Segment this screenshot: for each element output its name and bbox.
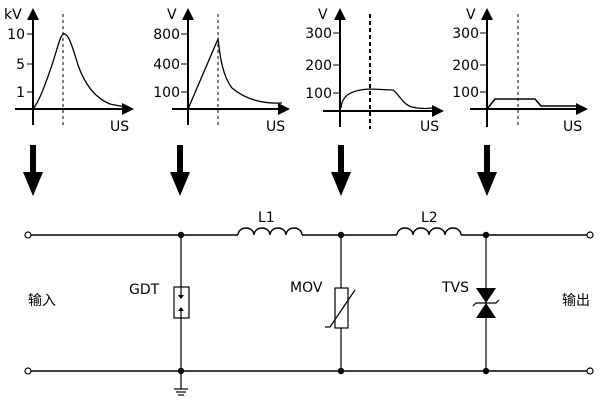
tick-label: 5 xyxy=(16,57,25,73)
waveform-curve xyxy=(486,98,578,110)
output-terminal xyxy=(586,231,594,239)
y-axis-label: V xyxy=(167,7,177,23)
down-arrow-icon xyxy=(23,145,43,196)
waveform-curve xyxy=(340,88,437,110)
tick-label: 300 xyxy=(305,26,332,42)
waveform-chart-input: kV 10 5 1 US xyxy=(4,7,134,135)
down-arrow-icon xyxy=(170,145,190,196)
protection-circuit xyxy=(24,227,594,396)
gdt-label: GDT xyxy=(129,282,160,298)
waveform-chart-after-gdt: V 800 400 100 US xyxy=(153,7,290,135)
x-axis-label: US xyxy=(266,119,285,135)
input-terminal xyxy=(24,367,32,375)
y-axis-label: kV xyxy=(4,7,22,23)
waveform-chart-after-mov: V 300 200 100 US xyxy=(305,7,444,135)
tick-label: 100 xyxy=(305,86,332,102)
y-axis-label: V xyxy=(466,7,476,23)
inductor-l2 xyxy=(396,227,462,236)
x-axis-label: US xyxy=(420,119,439,135)
input-terminal xyxy=(24,231,32,239)
junction-dots xyxy=(177,231,490,375)
tick-label: 200 xyxy=(452,58,479,74)
tvs-label: TVS xyxy=(441,280,469,296)
tick-label: 10 xyxy=(7,27,25,43)
down-arrows xyxy=(23,145,497,196)
tick-label: 200 xyxy=(305,58,332,74)
waveform-curve xyxy=(187,36,283,110)
tvs-symbol xyxy=(472,288,500,318)
output-terminal xyxy=(586,367,594,375)
down-arrow-icon xyxy=(331,145,351,196)
output-label: 输出 xyxy=(562,293,590,309)
mov-symbol xyxy=(334,287,349,329)
tick-label: 400 xyxy=(153,57,180,73)
tick-label: 100 xyxy=(452,85,479,101)
tick-label: 800 xyxy=(153,27,180,43)
tick-label: 300 xyxy=(452,26,479,42)
input-label: 输入 xyxy=(28,293,56,309)
waveform-chart-output: V 300 200 100 US xyxy=(452,7,588,135)
l2-label: L2 xyxy=(421,210,438,226)
y-axis-label: V xyxy=(318,7,328,23)
mov-label: MOV xyxy=(290,280,323,296)
inductor-l1 xyxy=(237,227,303,236)
tick-label: 100 xyxy=(153,85,180,101)
l1-label: L1 xyxy=(258,210,275,226)
x-axis-label: US xyxy=(563,119,582,135)
x-axis-label: US xyxy=(110,119,129,135)
waveform-curve xyxy=(32,33,129,110)
tick-label: 1 xyxy=(16,85,25,101)
down-arrow-icon xyxy=(477,145,497,196)
